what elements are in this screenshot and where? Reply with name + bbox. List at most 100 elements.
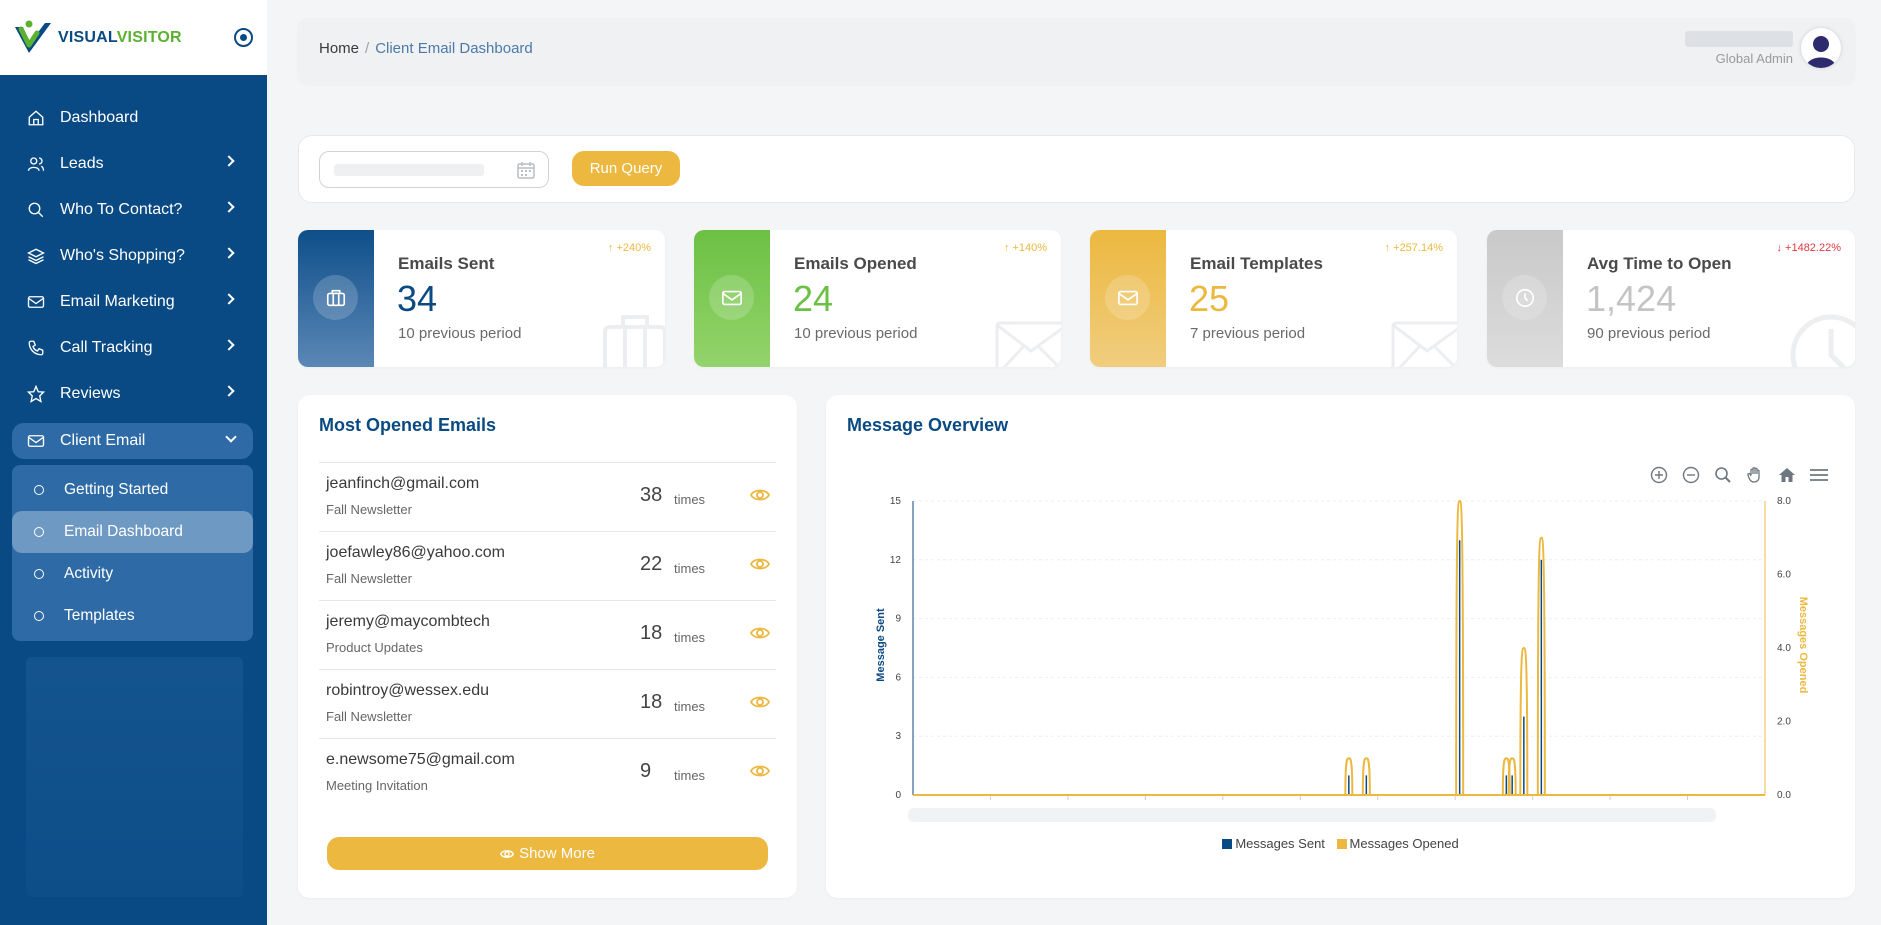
star-icon: [26, 384, 46, 404]
sidebar-item-who-to-contact[interactable]: Who To Contact?: [0, 187, 267, 233]
y-axis-left-label: Message Sent: [875, 608, 887, 682]
user-avatar-icon: [1806, 36, 1836, 68]
clock-icon: [1790, 314, 1855, 367]
sidebar-item-label: Client Email: [60, 432, 146, 449]
calendar-icon[interactable]: [516, 160, 536, 180]
breadcrumb-home-link[interactable]: Home: [319, 40, 360, 57]
series-opened-spike: [1455, 499, 1465, 796]
open-count: 38: [640, 484, 663, 506]
logo-icon: [15, 20, 51, 53]
y-axis-right-label: Messages Opened: [1797, 597, 1809, 694]
legend-label: Messages Opened: [1349, 836, 1459, 851]
sidebar-item-label: Who To Contact?: [60, 201, 183, 218]
sidebar-item-whos-shopping[interactable]: Who's Shopping?: [0, 233, 267, 279]
breadcrumb-separator: /: [365, 40, 370, 57]
stat-value: 34: [397, 278, 438, 319]
top-header: Home / Client Email Dashboard Global Admin: [298, 18, 1855, 84]
user-menu[interactable]: Global Admin: [1685, 28, 1841, 68]
phone-icon: [26, 338, 46, 358]
campaign-name: Fall Newsletter: [326, 502, 412, 517]
stat-delta-value: +257.14%: [1393, 242, 1443, 254]
eye-icon[interactable]: [750, 556, 770, 572]
stat-previous: 7 previous period: [1190, 325, 1306, 342]
legend-swatch: [1336, 839, 1347, 849]
x-axis-labels-blurred: [908, 808, 1716, 822]
chevron-right-icon: [223, 155, 235, 167]
sidebar-item-reviews[interactable]: Reviews: [0, 371, 267, 417]
arrow-down-icon: ↓: [1776, 242, 1782, 254]
arrow-up-icon: ↑: [1003, 242, 1010, 254]
submenu-item-email-dashboard[interactable]: Email Dashboard: [12, 511, 253, 553]
show-more-button[interactable]: Show More: [327, 837, 768, 870]
open-count: 9: [640, 760, 652, 782]
panel-title: Message Overview: [847, 415, 1009, 435]
left-axis-ticks: 15 12 9 6 3 0: [890, 496, 902, 801]
sidebar-item-call-tracking[interactable]: Call Tracking: [0, 325, 267, 371]
panel-title: Most Opened Emails: [319, 415, 497, 435]
logo-text-part1: VISUAL: [58, 28, 117, 46]
y-left-tick-label: 0: [895, 790, 901, 801]
sidebar-item-client-email[interactable]: Client Email: [12, 423, 253, 459]
bullet-icon: [34, 569, 44, 579]
magnifier-icon[interactable]: [1713, 465, 1733, 485]
sidebar-item-leads[interactable]: Leads: [0, 141, 267, 187]
eye-icon[interactable]: [750, 625, 770, 641]
campaign-name: Fall Newsletter: [326, 571, 412, 586]
bullet-icon: [34, 611, 44, 621]
list-item: jeanfinch@gmail.com Fall Newsletter 38 t…: [319, 463, 776, 532]
legend-item-opened[interactable]: Messages Opened: [1336, 836, 1459, 851]
sidebar-item-label: Dashboard: [60, 109, 139, 126]
home-reset-icon[interactable]: [1777, 465, 1797, 485]
chevron-down-icon: [225, 431, 237, 443]
series-opened-spike: [1507, 757, 1517, 796]
submenu-item-templates[interactable]: Templates: [12, 595, 253, 637]
y-left-tick-label: 6: [895, 672, 901, 683]
date-range-input[interactable]: [319, 151, 549, 188]
times-label: times: [674, 630, 706, 645]
stat-label: Emails Opened: [794, 254, 917, 273]
mail-icon: [26, 292, 46, 312]
zoom-in-icon[interactable]: [1649, 465, 1669, 485]
eye-icon: [500, 849, 515, 858]
eye-icon[interactable]: [750, 763, 770, 779]
eye-icon[interactable]: [750, 694, 770, 710]
sidebar-toggle-button[interactable]: [234, 28, 253, 47]
stat-delta: ↓ +1482.22%: [1776, 242, 1841, 254]
stat-card-emails-opened: Emails Opened 24 10 previous period ↑ +1…: [694, 230, 1061, 367]
query-bar: Run Query: [298, 135, 1855, 203]
campaign-name: Product Updates: [326, 640, 423, 655]
avatar[interactable]: [1801, 28, 1841, 68]
sidebar-item-email-marketing[interactable]: Email Marketing: [0, 279, 267, 325]
campaign-name: Fall Newsletter: [326, 709, 412, 724]
chevron-right-icon: [223, 201, 235, 213]
stat-delta: ↑ +257.14%: [1385, 242, 1443, 254]
zoom-out-icon[interactable]: [1681, 465, 1701, 485]
chart-toolbar: [1649, 465, 1829, 485]
list-item: jeremy@maycombtech Product Updates 18 ti…: [319, 601, 776, 670]
y-right-tick-label: 8.0: [1777, 496, 1791, 507]
stat-previous: 10 previous period: [398, 325, 522, 342]
times-label: times: [674, 561, 706, 576]
stat-card-side: [694, 230, 770, 367]
legend-item-sent[interactable]: Messages Sent: [1222, 836, 1325, 851]
campaign-name: Meeting Invitation: [326, 778, 428, 793]
y-right-tick-label: 2.0: [1777, 717, 1791, 728]
chart-grid: [913, 500, 1765, 796]
pan-hand-icon[interactable]: [1745, 465, 1765, 485]
chevron-right-icon: [223, 247, 235, 259]
user-name-blurred: [1685, 30, 1793, 47]
submenu-item-activity[interactable]: Activity: [12, 553, 253, 595]
sidebar-item-label: Call Tracking: [60, 339, 153, 356]
brand-header: VISUALVISITOR: [0, 0, 267, 75]
run-query-button[interactable]: Run Query: [572, 151, 680, 186]
chart-legend: Messages Sent Messages Opened: [826, 836, 1855, 851]
users-icon: [26, 154, 46, 174]
chevron-right-icon: [223, 293, 235, 305]
eye-icon[interactable]: [750, 487, 770, 503]
stat-card-avg-time-to-open: Avg Time to Open 1,424 90 previous perio…: [1487, 230, 1855, 367]
sidebar-item-label: Reviews: [60, 385, 121, 402]
sidebar-item-dashboard[interactable]: Dashboard: [0, 95, 267, 141]
legend-label: Messages Sent: [1235, 836, 1325, 851]
submenu-item-getting-started[interactable]: Getting Started: [12, 469, 253, 511]
menu-icon[interactable]: [1809, 465, 1829, 485]
